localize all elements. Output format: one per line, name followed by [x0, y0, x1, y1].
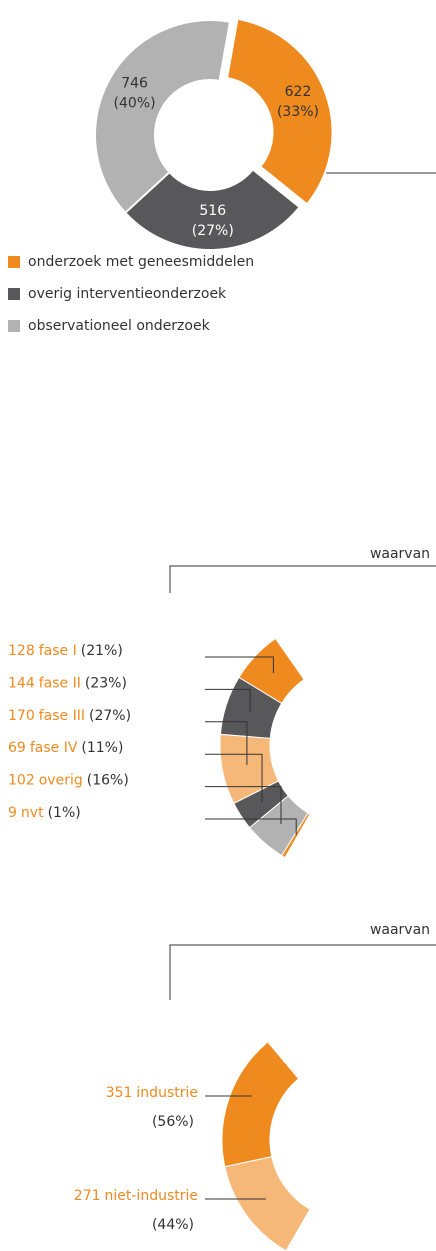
segment-label: 144 fase II (23%): [8, 675, 127, 691]
segment-value: 351: [106, 1085, 133, 1101]
legend-swatch: [8, 320, 20, 332]
ring-segment: [221, 1041, 300, 1168]
slice-value: 516: [199, 203, 226, 219]
segment-label: 170 fase III (27%): [8, 708, 131, 724]
segment-label: 271 niet-industrie: [74, 1188, 198, 1204]
leader-line: [205, 786, 282, 825]
donut-slice: [225, 17, 334, 206]
section-title: waarvan: [370, 922, 430, 938]
ring-segment: [219, 676, 283, 739]
segment-percent: (44%): [152, 1217, 194, 1233]
segment-category: fase I: [39, 643, 77, 659]
bracket: [169, 565, 436, 593]
segment-percent: (23%): [85, 675, 127, 691]
bracket: [169, 944, 436, 1000]
slice-percent: (27%): [192, 223, 234, 239]
section-title: waarvan: [370, 546, 430, 562]
legend-label: onderzoek met geneesmiddelen: [28, 254, 254, 270]
segment-value: 69: [8, 740, 26, 756]
segment-category: fase IV: [30, 740, 78, 756]
segment-percent: (1%): [48, 805, 81, 821]
leader-line: [205, 721, 248, 766]
leader-line: [205, 656, 274, 674]
segment-category: fase II: [39, 675, 81, 691]
segment-percent: (11%): [81, 740, 123, 756]
segment-percent: (27%): [89, 708, 131, 724]
ring-segment: [281, 812, 311, 859]
ring-segment: [233, 780, 289, 829]
ring-segment: [224, 1156, 311, 1251]
slice-percent: (40%): [114, 96, 156, 112]
segment-value: 170: [8, 708, 35, 724]
legend-swatch: [8, 288, 20, 300]
segment-category: industrie: [136, 1085, 198, 1101]
segment-value: 9: [8, 805, 17, 821]
segment-label: 351 industrie: [106, 1085, 198, 1101]
slice-percent: (33%): [277, 104, 319, 120]
slice-value: 622: [285, 84, 312, 100]
ring-segment: [248, 795, 309, 857]
segment-label: 69 fase IV (11%): [8, 740, 123, 756]
segment-category: overig: [39, 773, 83, 789]
segment-value: 271: [74, 1188, 101, 1204]
segment-value: 128: [8, 643, 35, 659]
segment-label: 128 fase I (21%): [8, 643, 123, 659]
leader-line: [205, 688, 251, 713]
segment-percent: (21%): [81, 643, 123, 659]
segment-value: 144: [8, 675, 35, 691]
segment-percent: (16%): [87, 773, 129, 789]
donut-slice: [123, 168, 301, 251]
segment-percent: (56%): [152, 1114, 194, 1130]
legend-label: overig interventieonderzoek: [28, 286, 227, 302]
donut-slice: [94, 19, 232, 215]
segment-value: 102: [8, 773, 35, 789]
segment-category: niet-industrie: [105, 1188, 198, 1204]
leader-line: [205, 818, 297, 836]
segment-category: fase III: [39, 708, 85, 724]
segment-label: 9 nvt (1%): [8, 805, 81, 821]
segment-category: nvt: [21, 805, 44, 821]
legend-label: observationeel onderzoek: [28, 318, 211, 334]
slice-value: 746: [121, 76, 148, 92]
legend-swatch: [8, 256, 20, 268]
segment-label: 102 overig (16%): [8, 773, 129, 789]
